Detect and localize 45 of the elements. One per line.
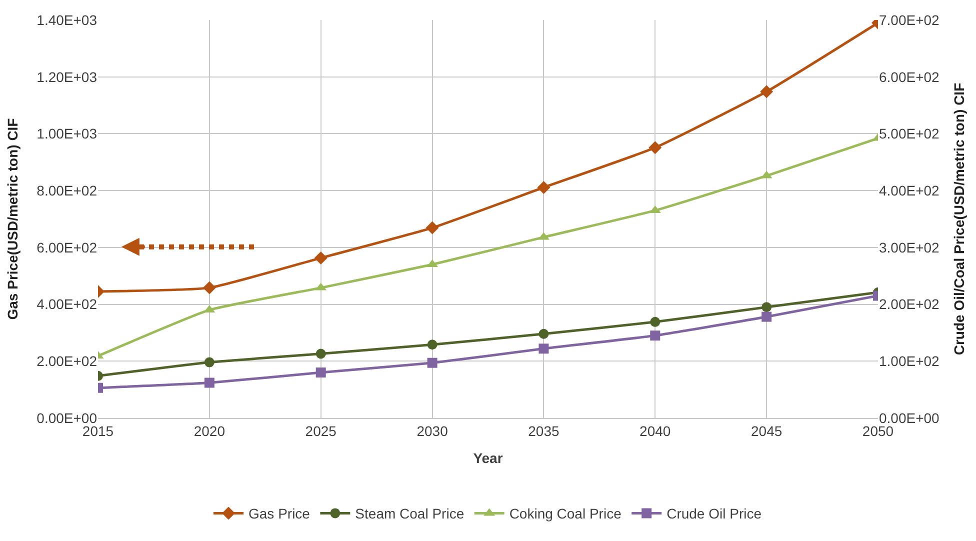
point xyxy=(314,251,328,264)
point xyxy=(538,328,549,339)
x-tick-label: 2025 xyxy=(305,422,337,439)
x-tick-label: 2035 xyxy=(528,422,560,439)
y-tick-label: 4.00E+02 xyxy=(36,296,98,312)
point xyxy=(648,141,662,154)
point xyxy=(202,281,216,294)
point xyxy=(427,340,438,350)
point xyxy=(650,330,660,341)
x-tick-label: 2020 xyxy=(194,422,226,439)
y-axis-title: Gas Price(USD/metric ton) CIF xyxy=(4,118,20,320)
point xyxy=(204,378,214,388)
legend-label: Steam Coal Price xyxy=(355,506,464,522)
legend-label: Crude Oil Price xyxy=(666,506,762,522)
y2-tick-label: 1.00E+02 xyxy=(879,353,940,370)
x-tick-label: 2040 xyxy=(640,422,671,439)
x-tick-label: 2045 xyxy=(750,422,782,439)
point xyxy=(316,368,326,378)
point xyxy=(760,85,774,98)
y2-tick-label: 3.00E+02 xyxy=(879,239,940,256)
legend-label: Coking Coal Price xyxy=(509,506,622,522)
x-axis-title: Year xyxy=(473,450,504,466)
point xyxy=(538,344,549,354)
y2-axis-title: Crude Oil/Coal Price(USD/metric ton) CIF xyxy=(950,82,967,356)
y-tick-label: 1.40E+03 xyxy=(36,12,98,28)
point xyxy=(650,316,660,327)
y-tick-label: 2.00E+02 xyxy=(36,353,98,370)
y2-tick-label: 4.00E+02 xyxy=(879,182,940,198)
point xyxy=(762,302,772,312)
legend-label: Gas Price xyxy=(248,506,310,522)
point xyxy=(316,348,326,359)
point xyxy=(427,358,438,368)
y2-tick-label: 6.00E+02 xyxy=(879,68,940,85)
y-tick-label: 1.00E+03 xyxy=(36,126,98,142)
y2-tick-label: 5.00E+02 xyxy=(879,126,940,142)
y-tick-label: 1.20E+03 xyxy=(36,68,98,85)
point xyxy=(426,221,439,234)
y2-tick-label: 2.00E+02 xyxy=(879,296,940,312)
y-tick-label: 8.00E+02 xyxy=(36,182,98,198)
y2-tick-label: 7.00E+02 xyxy=(879,12,940,28)
point xyxy=(762,312,772,322)
x-tick-label: 2030 xyxy=(416,422,448,439)
point xyxy=(204,357,214,368)
point xyxy=(537,180,550,194)
y-tick-label: 6.00E+02 xyxy=(36,239,98,256)
